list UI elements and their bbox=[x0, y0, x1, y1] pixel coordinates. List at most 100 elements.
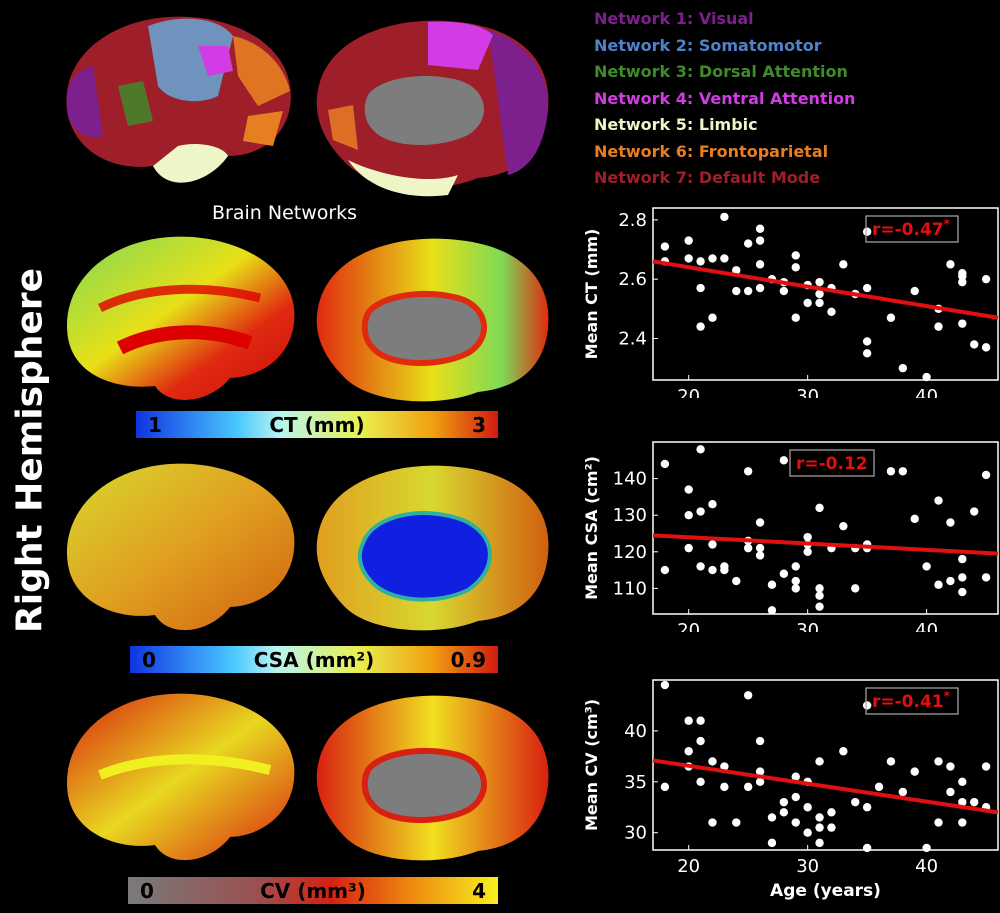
data-point bbox=[791, 818, 800, 827]
data-point bbox=[815, 838, 824, 848]
data-point bbox=[958, 777, 967, 786]
r-annotation-box bbox=[789, 449, 875, 477]
data-point bbox=[970, 797, 979, 807]
data-point bbox=[851, 797, 860, 807]
data-point bbox=[743, 691, 753, 700]
data-point bbox=[660, 459, 670, 469]
data-point bbox=[660, 565, 670, 575]
data-point bbox=[708, 254, 717, 263]
y-tick-label: 40 bbox=[624, 721, 647, 742]
data-point bbox=[803, 547, 812, 556]
data-point bbox=[708, 500, 717, 509]
data-point bbox=[970, 340, 979, 349]
data-point bbox=[934, 496, 943, 505]
y-tick-label: 120 bbox=[613, 542, 647, 563]
data-point bbox=[696, 445, 705, 454]
data-point bbox=[815, 584, 824, 593]
data-point bbox=[767, 580, 777, 589]
data-point bbox=[791, 313, 800, 322]
r-annotation: r=-0.41* bbox=[872, 689, 951, 712]
legend-item-network-4: Network 4: Ventral Attention bbox=[594, 88, 856, 108]
data-point bbox=[684, 510, 693, 520]
data-point bbox=[791, 251, 800, 260]
data-point bbox=[708, 313, 717, 322]
data-point bbox=[720, 762, 729, 771]
cv-colorbar: CV (mm³) 0 4 bbox=[128, 877, 498, 904]
data-point bbox=[898, 363, 908, 373]
data-point bbox=[815, 602, 824, 611]
x-tick-label: 40 bbox=[915, 620, 938, 632]
data-point bbox=[767, 606, 777, 615]
data-point bbox=[815, 503, 824, 513]
plot-frame bbox=[652, 679, 999, 851]
data-point bbox=[743, 239, 753, 248]
data-point bbox=[910, 514, 919, 524]
data-point bbox=[696, 507, 705, 516]
data-point bbox=[958, 277, 967, 287]
data-point bbox=[696, 283, 705, 293]
x-tick-label: 30 bbox=[796, 856, 819, 877]
regression-line bbox=[652, 259, 999, 320]
data-point bbox=[767, 813, 777, 822]
data-point bbox=[946, 260, 955, 269]
data-point bbox=[886, 757, 896, 766]
r-annotation: r=-0.47* bbox=[872, 217, 951, 240]
legend-item-network-7: Network 7: Default Mode bbox=[594, 168, 821, 187]
data-point bbox=[981, 343, 991, 352]
y-tick-label: 30 bbox=[624, 823, 647, 844]
data-point bbox=[839, 260, 848, 269]
data-point bbox=[732, 286, 741, 296]
x-tick-label: 30 bbox=[796, 620, 819, 632]
y-tick-label: 2.4 bbox=[618, 328, 647, 349]
data-point bbox=[708, 818, 717, 827]
data-point bbox=[886, 467, 896, 476]
brain-csa-lateral bbox=[66, 463, 295, 631]
data-point bbox=[720, 565, 729, 575]
data-point bbox=[660, 680, 670, 690]
r-annotation: r=-0.12 bbox=[796, 454, 868, 474]
legend-item-network-1: Network 1: Visual bbox=[594, 9, 754, 28]
data-point bbox=[815, 813, 824, 822]
ct-colorbar-label: CT (mm) bbox=[269, 412, 365, 437]
data-point bbox=[684, 254, 693, 263]
data-point bbox=[910, 767, 919, 776]
data-point bbox=[743, 286, 753, 296]
legend-item-network-6: Network 6: Frontoparietal bbox=[594, 141, 829, 161]
scatter-ct-age: 20 30 40 2.4 2.6 2.8 Mean CT (mm) r=-0.47* bbox=[582, 207, 999, 398]
data-point bbox=[708, 757, 717, 766]
data-point bbox=[755, 260, 765, 269]
y-tick-label: 35 bbox=[624, 772, 647, 793]
data-point bbox=[898, 467, 908, 476]
ct-colorbar-max: 3 bbox=[472, 412, 486, 437]
data-point bbox=[958, 554, 967, 564]
data-point bbox=[755, 777, 765, 786]
y-axis-label: Mean CSA (cm²) bbox=[582, 456, 601, 600]
x-tick-label: 40 bbox=[915, 386, 938, 398]
data-point bbox=[684, 747, 693, 756]
data-point bbox=[791, 263, 800, 272]
data-point bbox=[755, 518, 765, 527]
csa-colorbar: CSA (mm²) 0 0.9 bbox=[130, 646, 498, 673]
data-point bbox=[791, 584, 800, 593]
data-point bbox=[934, 580, 943, 589]
data-point bbox=[946, 518, 955, 527]
r-annotation-box bbox=[865, 215, 959, 243]
data-point bbox=[803, 803, 812, 812]
data-point bbox=[958, 272, 967, 281]
brain-ct-medial bbox=[316, 238, 549, 402]
data-point bbox=[779, 808, 789, 817]
data-point bbox=[743, 782, 753, 792]
data-point bbox=[791, 792, 800, 802]
data-point bbox=[779, 456, 789, 465]
csa-colorbar-max: 0.9 bbox=[450, 647, 486, 672]
data-point bbox=[791, 772, 800, 781]
data-point bbox=[755, 767, 765, 776]
ct-colorbar-min: 1 bbox=[148, 412, 162, 437]
data-point bbox=[851, 584, 860, 593]
data-point bbox=[755, 236, 765, 245]
legend-item-network-2: Network 2: Somatomotor bbox=[594, 35, 822, 55]
ct-colorbar: CT (mm) 1 3 bbox=[136, 411, 498, 438]
data-point bbox=[946, 576, 955, 586]
scatter-csa-age: 20 30 40 110 120 130 140 Mean CSA (cm²) r=-0.12 bbox=[582, 441, 999, 632]
plot-frame bbox=[652, 207, 999, 381]
